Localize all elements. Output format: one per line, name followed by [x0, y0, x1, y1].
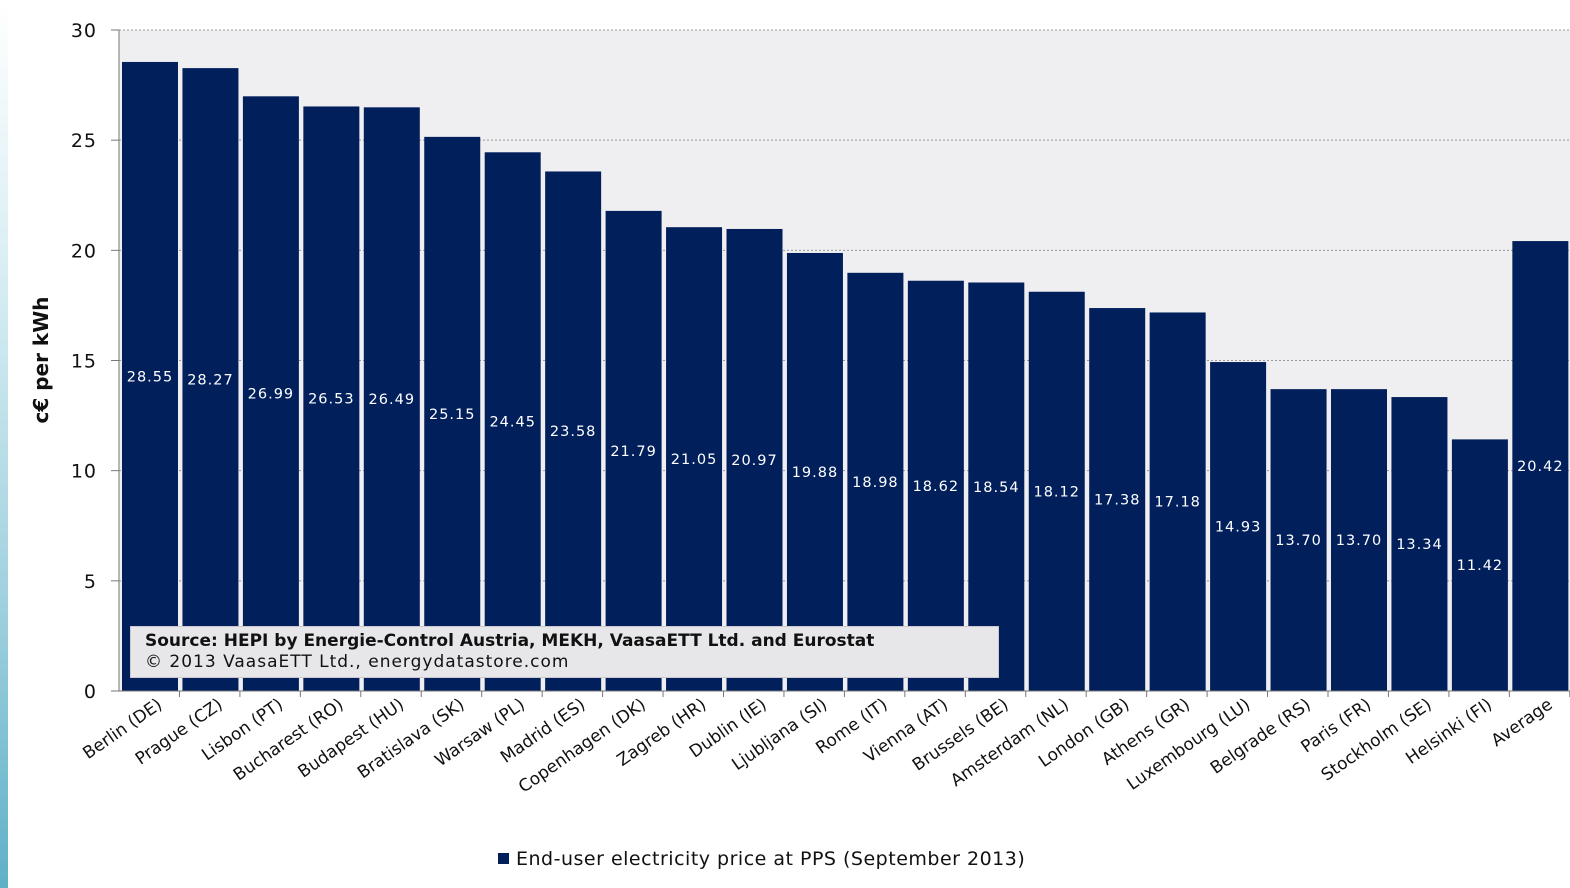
y-tick-label: 25 [71, 130, 97, 152]
source-text: Source: HEPI by Energie-Control Austria,… [145, 631, 998, 652]
data-label: 26.53 [308, 392, 355, 408]
y-tick-label: 5 [84, 571, 97, 593]
data-label: 23.58 [550, 424, 597, 440]
data-label: 17.18 [1154, 495, 1201, 511]
source-note: Source: HEPI by Energie-Control Austria,… [130, 626, 999, 678]
x-tick-label: Stockholm (SE) [1318, 695, 1436, 786]
data-label: 13.34 [1396, 537, 1443, 553]
data-label: 13.70 [1275, 533, 1322, 549]
data-label: 21.79 [610, 444, 657, 460]
legend: End-user electricity price at PPS (Septe… [498, 848, 1025, 870]
legend-label: End-user electricity price at PPS (Septe… [516, 848, 1025, 870]
data-label: 21.05 [671, 452, 718, 468]
y-tick-label: 10 [71, 461, 97, 483]
legend-swatch [498, 853, 509, 864]
data-label: 20.97 [731, 453, 778, 469]
data-label: 25.15 [429, 407, 476, 423]
data-label: 26.99 [248, 387, 295, 403]
data-label: 14.93 [1215, 520, 1262, 536]
data-label: 17.38 [1094, 493, 1141, 509]
x-axis-ticks: Berlin (DE)Prague (CZ)Lisbon (PT)Buchare… [79, 691, 1569, 797]
data-label: 18.98 [852, 475, 899, 491]
x-tick-label: Bratislava (SK) [354, 695, 468, 783]
data-label: 11.42 [1457, 558, 1504, 574]
y-axis-label: c€ per kWh [29, 296, 53, 423]
x-tick-label: Bucharest (RO) [230, 695, 348, 786]
y-tick-label: 20 [71, 240, 97, 262]
data-label: 26.49 [369, 392, 416, 408]
data-label: 18.62 [913, 479, 960, 495]
data-label: 28.55 [127, 369, 174, 385]
data-label: 13.70 [1336, 533, 1383, 549]
data-label: 19.88 [792, 465, 839, 481]
data-label: 28.27 [187, 373, 234, 389]
y-tick-label: 30 [71, 20, 97, 42]
data-label: 20.42 [1517, 459, 1564, 475]
y-tick-label: 15 [71, 351, 97, 373]
data-label: 18.54 [973, 480, 1020, 496]
x-tick-label: Average [1488, 695, 1557, 751]
x-tick-label: Budapest (HU) [295, 695, 408, 783]
data-label: 18.12 [1033, 484, 1080, 500]
data-label: 24.45 [489, 415, 536, 431]
y-tick-label: 0 [84, 681, 97, 703]
x-tick-label: Belgrade (RS) [1207, 695, 1315, 779]
copyright-text: © 2013 VaasaETT Ltd., energydatastore.co… [145, 652, 998, 673]
y-axis-ticks: 0 5 10 15 20 25 30 [71, 20, 119, 703]
